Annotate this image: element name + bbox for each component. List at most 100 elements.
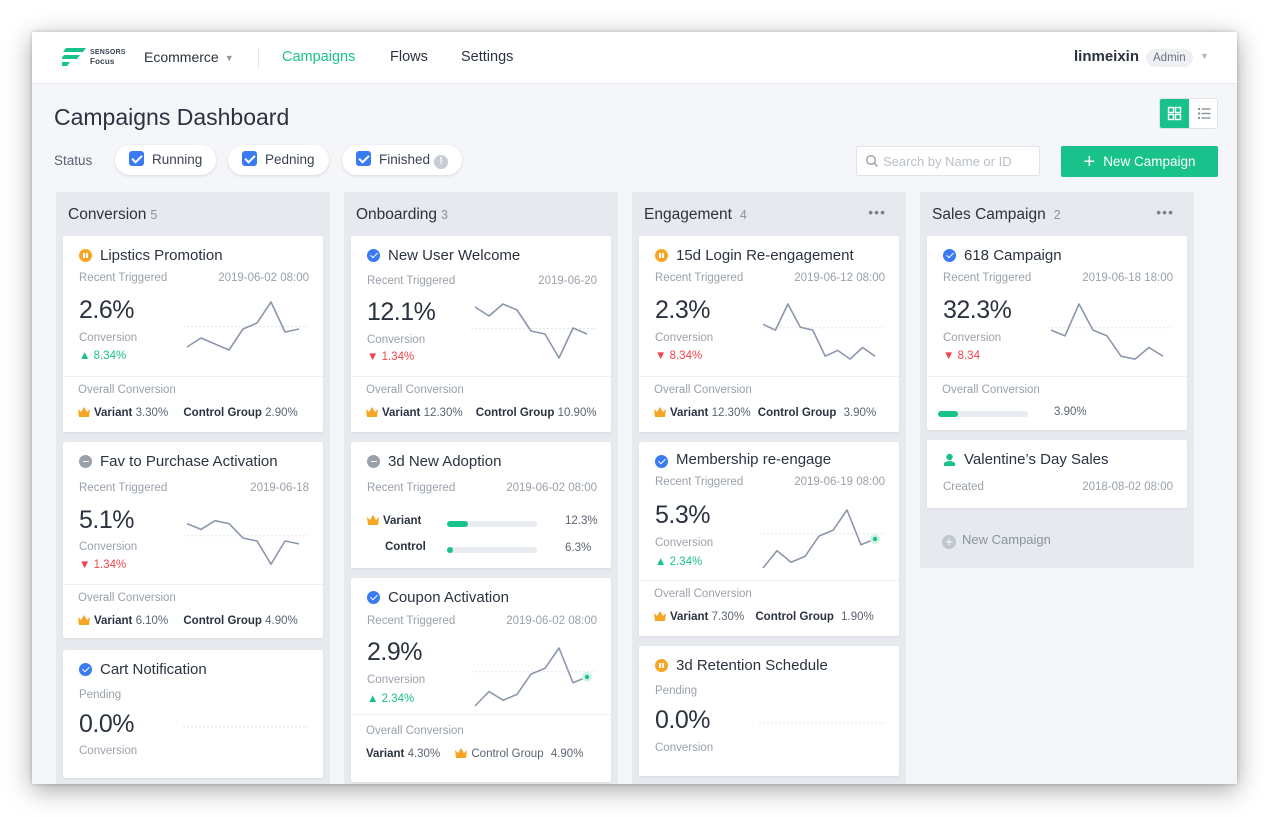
campaign-card[interactable]: Fav to Purchase Activation Recent Trigge… (63, 442, 323, 638)
conversion-value: 5.3% (655, 501, 710, 529)
conversion-value: 2.3% (655, 296, 710, 324)
overall-conversion-label: Overall Conversion (366, 725, 464, 737)
arrow-down-icon: ▼ (79, 559, 91, 571)
card-title[interactable]: New User Welcome (388, 247, 521, 264)
logo-mark-icon (62, 48, 86, 66)
card-title[interactable]: 3d Retention Schedule (676, 657, 828, 674)
filter-chip-pending[interactable]: Pedning (228, 145, 329, 175)
new-campaign-label: New Campaign (1103, 154, 1196, 169)
card-title[interactable]: Coupon Activation (388, 589, 509, 606)
bar-label: Variant (367, 515, 421, 527)
add-campaign-link[interactable]: + New Campaign (942, 532, 1051, 549)
card-title[interactable]: 618 Campaign (964, 247, 1062, 264)
user-name[interactable]: linmeixin (1074, 48, 1140, 65)
card-subtitle: Pending (79, 689, 122, 701)
overall-conversion-label: Overall Conversion (654, 588, 752, 600)
campaign-card[interactable]: Coupon Activation Recent Triggered 2019-… (351, 578, 611, 782)
card-title[interactable]: Cart Notification (100, 661, 207, 678)
brand-line-2: Focus (90, 57, 115, 66)
user-menu-caret-icon[interactable]: ▼ (1200, 51, 1209, 61)
chip-label: Running (152, 152, 203, 167)
card-date: 2019-06-18 (250, 482, 309, 494)
more-options-icon[interactable]: ••• (1156, 204, 1174, 220)
crown-icon (367, 515, 379, 525)
card-footer: Overall Conversion Variant 12.30% Contro… (639, 376, 899, 432)
card-date: 2019-06-19 08:00 (794, 476, 885, 488)
campaign-card[interactable]: 618 Campaign Recent Triggered 2019-06-18… (927, 236, 1187, 430)
arrow-up-icon: ▲ (367, 693, 379, 705)
card-title[interactable]: 15d Login Re-engagement (676, 247, 854, 264)
conversion-value: 2.6% (79, 296, 134, 324)
conversion-label: Conversion (943, 332, 1002, 344)
campaign-card[interactable]: 15d Login Re-engagement Recent Triggered… (639, 236, 899, 432)
card-title[interactable]: 3d New Adoption (388, 453, 502, 470)
card-date: 2019-06-20 (538, 275, 597, 287)
overall-progress-value: 3.90% (1054, 406, 1087, 418)
workspace-selector[interactable]: Ecommerce ▼ (144, 49, 234, 65)
list-view-icon[interactable] (1190, 99, 1218, 128)
card-title[interactable]: Membership re-engage (676, 451, 832, 468)
checkbox-checked-icon[interactable] (129, 151, 144, 166)
pause-icon (655, 659, 668, 672)
column-onboarding: Onboarding 3 New User Welcome Recent Trig… (344, 192, 618, 784)
new-campaign-button[interactable]: + New Campaign (1061, 146, 1218, 177)
search-box[interactable] (856, 146, 1040, 176)
search-icon (865, 154, 879, 168)
brand-logo[interactable]: SENSORS Focus (62, 46, 132, 70)
plus-icon: + (1083, 151, 1096, 173)
filter-chip-finished[interactable]: Finished! (342, 145, 463, 175)
grid-view-icon[interactable] (1160, 99, 1189, 128)
campaign-card[interactable]: Cart Notification Pending 0.0% Conversio… (63, 650, 323, 778)
campaign-card[interactable]: Membership re-engage Recent Triggered 20… (639, 442, 899, 636)
card-subtitle: Recent Triggered (943, 272, 1032, 284)
campaign-card[interactable]: New User Welcome Recent Triggered 2019-0… (351, 236, 611, 432)
info-icon[interactable]: ! (434, 155, 449, 169)
conversion-label: Conversion (79, 745, 138, 757)
pause-icon (655, 249, 668, 262)
empty-sparkline (759, 722, 884, 724)
card-footer: Overall Conversion Variant 6.10% Control… (63, 584, 323, 638)
checkbox-checked-icon[interactable] (242, 151, 257, 166)
more-options-icon[interactable]: ••• (868, 204, 886, 220)
stopped-icon (79, 455, 92, 468)
card-subtitle: Recent Triggered (367, 615, 456, 627)
crown-icon (654, 611, 666, 621)
search-input[interactable] (883, 151, 1033, 171)
bar-label: Control (385, 541, 426, 553)
variant-progress-bar (447, 521, 537, 527)
campaign-card[interactable]: 3d Retention Schedule Pending 0.0% Conve… (639, 646, 899, 776)
card-subtitle: Recent Triggered (79, 482, 168, 494)
campaign-card[interactable]: Lipstics Promotion Recent Triggered 2019… (63, 236, 323, 432)
card-title[interactable]: Lipstics Promotion (100, 247, 223, 264)
brand-line-1: SENSORS (90, 49, 126, 56)
checkbox-checked-icon[interactable] (356, 151, 371, 166)
conversion-label: Conversion (79, 541, 138, 553)
sparkline-path (474, 303, 588, 359)
sparkline (183, 301, 308, 351)
arrow-up-icon: ▲ (79, 350, 91, 362)
nav-settings[interactable]: Settings (461, 49, 514, 65)
card-date: 2019-06-02 08:00 (218, 272, 309, 284)
card-date: 2019-06-02 08:00 (506, 482, 597, 494)
sparkline-endpoint (584, 674, 590, 680)
card-subtitle: Pending (655, 685, 698, 697)
nav-campaigns[interactable]: Campaigns (282, 49, 356, 65)
variant-control-line: Variant 3.30% Control Group 2.90% (78, 407, 298, 419)
sparkline-path (186, 519, 300, 566)
card-title[interactable]: Valentine’s Day Sales (964, 451, 1109, 468)
nav-flows[interactable]: Flows (390, 49, 428, 65)
sparkline-path (762, 303, 876, 360)
column-title: Engagement 4 (644, 206, 747, 223)
sparkline (759, 303, 884, 360)
card-title[interactable]: Fav to Purchase Activation (100, 453, 278, 470)
conversion-label: Conversion (79, 332, 138, 344)
card-subtitle: Recent Triggered (367, 275, 456, 287)
column-title: Onboarding 3 (356, 206, 448, 223)
delta: ▲ 8.34% (79, 350, 127, 362)
campaign-card[interactable]: Valentine’s Day Sales Created 2018-08-02… (927, 440, 1187, 508)
conversion-label: Conversion (367, 334, 426, 346)
page-title: Campaigns Dashboard (54, 104, 290, 130)
role-badge: Admin (1146, 49, 1193, 67)
campaign-card[interactable]: 3d New Adoption Recent Triggered 2019-06… (351, 442, 611, 568)
filter-chip-running[interactable]: Running (115, 145, 217, 175)
